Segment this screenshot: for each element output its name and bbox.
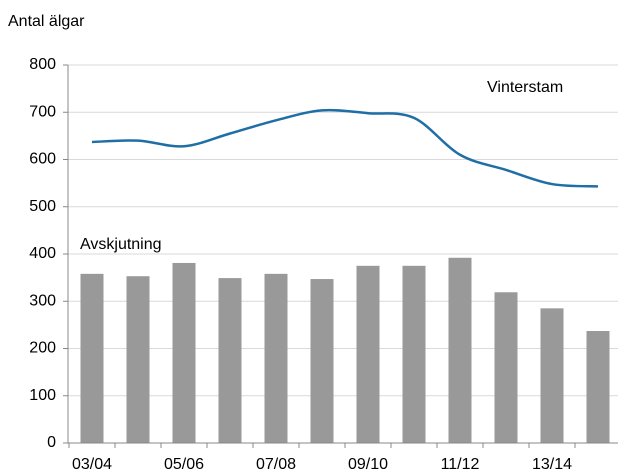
y-tick-label: 200 bbox=[29, 340, 56, 357]
y-tick-label: 500 bbox=[29, 198, 56, 215]
series-label: Avskjutning bbox=[80, 236, 162, 253]
bar bbox=[586, 331, 610, 443]
y-tick-label: 600 bbox=[29, 151, 56, 168]
y-tick-label: 700 bbox=[29, 103, 56, 120]
y-tick-label: 400 bbox=[29, 245, 56, 262]
bar bbox=[540, 308, 564, 443]
bar bbox=[172, 262, 196, 443]
x-tick-label: 09/10 bbox=[348, 456, 388, 473]
bar bbox=[80, 273, 104, 443]
y-axis-label: Antal älgar bbox=[8, 13, 85, 30]
y-tick-label: 800 bbox=[29, 56, 56, 73]
bar bbox=[402, 265, 426, 443]
y-tick-label: 100 bbox=[29, 387, 56, 404]
bar bbox=[264, 273, 288, 443]
x-tick-label: 07/08 bbox=[256, 456, 296, 473]
series-label: Vinterstam bbox=[487, 79, 563, 96]
bar bbox=[356, 265, 380, 443]
bar bbox=[310, 279, 334, 443]
y-tick-label: 300 bbox=[29, 292, 56, 309]
x-tick-label: 11/12 bbox=[441, 456, 480, 473]
bar bbox=[448, 257, 472, 443]
bar bbox=[218, 278, 242, 443]
bar bbox=[494, 292, 518, 443]
x-tick-label: 03/04 bbox=[72, 456, 112, 473]
bar bbox=[126, 276, 150, 443]
x-tick-label: 05/06 bbox=[164, 456, 204, 473]
x-tick-label: 13/14 bbox=[532, 456, 572, 473]
y-tick-label: 0 bbox=[47, 434, 56, 451]
line bbox=[91, 108, 599, 188]
